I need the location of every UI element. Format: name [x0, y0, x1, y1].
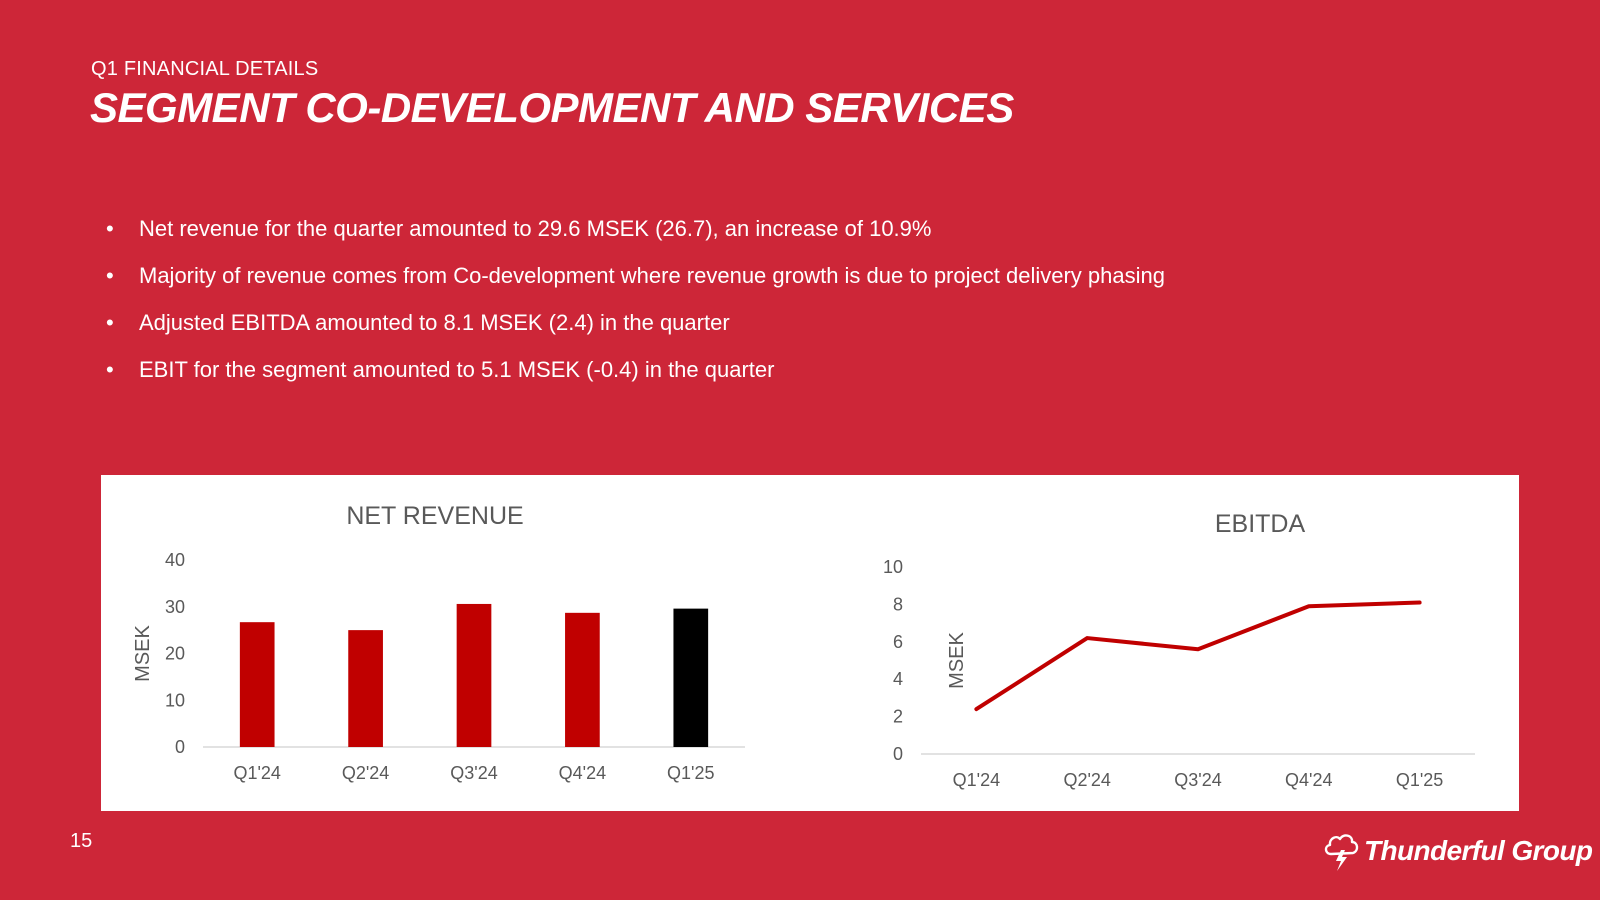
y-tick-label: 0: [175, 737, 185, 757]
y-tick-label: 8: [893, 594, 903, 614]
y-axis-label: MSEK: [132, 625, 154, 682]
bullet-item: • Net revenue for the quarter amounted to…: [106, 205, 1165, 252]
revenue-bar: [348, 630, 383, 747]
chart-title: EBITDA: [1215, 510, 1306, 538]
x-tick-label: Q4'24: [1285, 770, 1332, 790]
page-number: 15: [70, 830, 93, 852]
x-tick-label: Q3'24: [450, 763, 497, 783]
ebitda-point: [1418, 601, 1422, 605]
y-tick-label: 2: [893, 707, 903, 727]
chart-title: NET REVENUE: [346, 502, 523, 530]
x-tick-label: Q2'24: [1063, 770, 1110, 790]
bullet-dot: •: [106, 263, 114, 288]
net-revenue-chart: NET REVENUE 0 10 20 30 40 MSEK Q1'24 Q2'24 Q3'24 Q…: [132, 502, 745, 783]
y-tick-label: 6: [893, 632, 903, 652]
ebitda-point: [1196, 647, 1200, 651]
bullet-item: • Majority of revenue comes from Co-devel…: [106, 252, 1165, 299]
y-axis-label: MSEK: [946, 632, 968, 689]
y-tick-label: 40: [165, 550, 185, 570]
x-tick-label: Q1'25: [1396, 770, 1443, 790]
revenue-bar: [565, 612, 600, 747]
bullet-text: EBIT for the segment amounted to 5.1 MSE…: [139, 357, 775, 382]
x-tick-label: Q2'24: [342, 763, 389, 783]
bullet-text: Adjusted EBITDA amounted to 8.1 MSEK (2.…: [139, 310, 730, 335]
y-tick-label: 10: [883, 557, 903, 577]
x-tick-label: Q4'24: [559, 763, 606, 783]
x-tick-label: Q1'24: [233, 763, 280, 783]
ebitda-chart: EBITDA 0 2 4 6 8 10 MSEK Q1'24 Q2'24 Q3'24 Q4'24 Q1'…: [883, 510, 1475, 790]
ebitda-point: [1307, 604, 1311, 608]
company-logo: Thunderful Group: [1322, 830, 1593, 872]
revenue-bar: [673, 608, 709, 747]
slide-title: SEGMENT CO-DEVELOPMENT AND SERVICES: [90, 84, 1014, 131]
chart-panel: NET REVENUE 0 10 20 30 40 MSEK Q1'24 Q2'24 Q3'24 Q…: [101, 475, 1519, 811]
bullet-list: • Net revenue for the quarter amounted to…: [106, 205, 1165, 393]
eyebrow-label: Q1 FINANCIAL DETAILS: [91, 58, 319, 80]
bullet-dot: •: [106, 216, 114, 241]
y-tick-label: 30: [165, 597, 185, 617]
bullet-dot: •: [106, 357, 114, 382]
logo-text: Thunderful Group: [1364, 835, 1593, 866]
bullet-text: Majority of revenue comes from Co-develo…: [139, 263, 1165, 288]
thundercloud-icon: [1324, 834, 1359, 871]
revenue-bar: [239, 622, 275, 747]
bullet-dot: •: [106, 310, 114, 335]
revenue-bar: [456, 603, 492, 747]
y-tick-label: 4: [893, 669, 903, 689]
bullet-text: Net revenue for the quarter amounted to …: [139, 216, 932, 241]
x-tick-label: Q1'25: [667, 763, 714, 783]
bullet-item: • Adjusted EBITDA amounted to 8.1 MSEK (2…: [106, 299, 1165, 346]
ebitda-point: [974, 707, 978, 711]
x-tick-label: Q1'24: [953, 770, 1000, 790]
ebitda-point: [1085, 636, 1089, 640]
x-tick-label: Q3'24: [1174, 770, 1221, 790]
y-tick-label: 10: [165, 690, 185, 710]
y-tick-label: 20: [165, 644, 185, 664]
ebitda-line: [974, 600, 1422, 712]
bullet-item: • EBIT for the segment amounted to 5.1 MS…: [106, 346, 1165, 393]
y-tick-label: 0: [893, 744, 903, 764]
